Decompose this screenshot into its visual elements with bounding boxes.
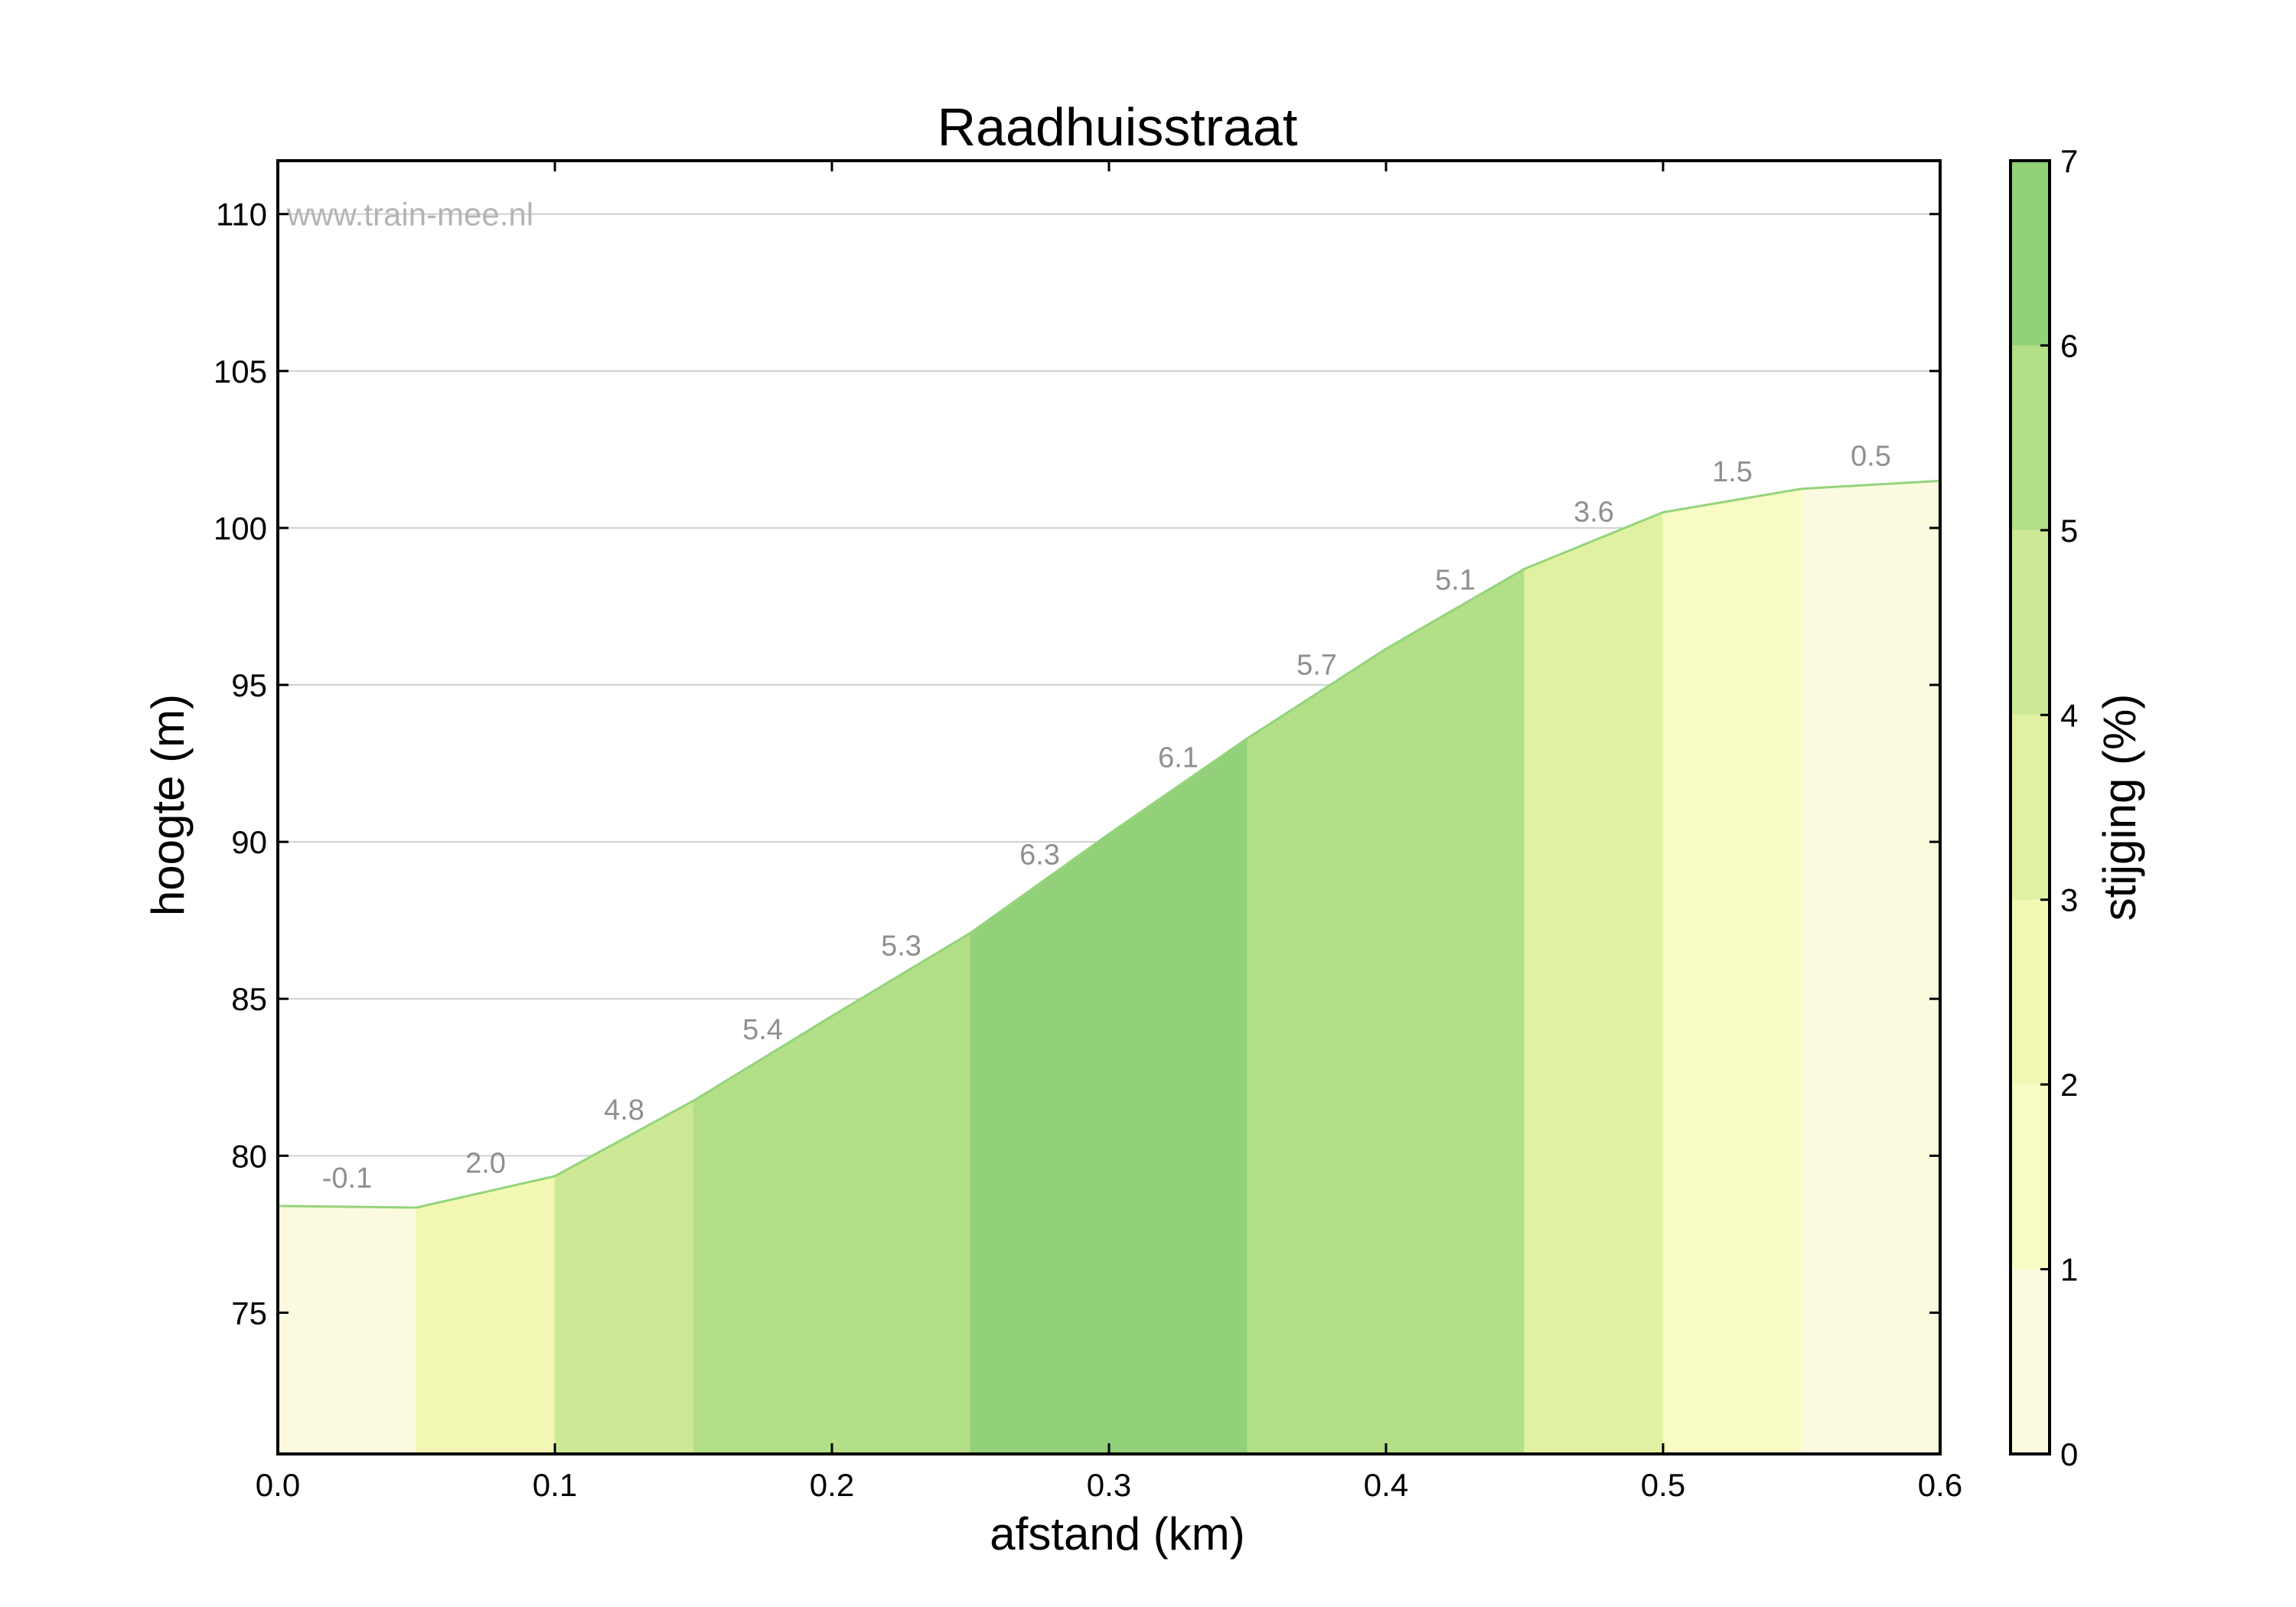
y-tick-label: 85 bbox=[231, 981, 267, 1017]
chart-title: Raadhuisstraat bbox=[938, 97, 1298, 157]
grade-label: 5.4 bbox=[742, 1014, 783, 1046]
y-tick-label: 80 bbox=[231, 1138, 267, 1174]
segment-fill bbox=[277, 1205, 417, 1455]
colorbar-tick-label: 0 bbox=[2060, 1436, 2078, 1472]
colorbar-tick-label: 7 bbox=[2060, 143, 2078, 179]
colorbar-band bbox=[2011, 345, 2050, 530]
grade-label: 0.5 bbox=[1851, 441, 1891, 473]
colorbar-tick-label: 5 bbox=[2060, 513, 2078, 549]
segment-fill bbox=[416, 1175, 556, 1455]
x-axis-title: afstand (km) bbox=[990, 1508, 1244, 1560]
x-tick-label: 0.4 bbox=[1364, 1467, 1408, 1503]
y-tick-label: 110 bbox=[216, 197, 267, 233]
plot-area: -0.1 2.0 4.8 5.4 5.3 6.3 6.1 5.7 5.1 3.6 1.5 0.5 www… bbox=[214, 159, 1962, 1503]
segment-fill bbox=[1247, 647, 1387, 1455]
grade-label: -0.1 bbox=[322, 1162, 372, 1195]
watermark-text: www.train-mee.nl bbox=[286, 197, 533, 233]
x-tick-label: 0.5 bbox=[1641, 1467, 1685, 1503]
segment-fill bbox=[1662, 488, 1802, 1455]
colorbar-band bbox=[2011, 1269, 2050, 1454]
colorbar-band bbox=[2011, 161, 2050, 346]
grade-label: 5.3 bbox=[881, 930, 921, 962]
colorbar-band bbox=[2011, 530, 2050, 715]
elevation-line bbox=[277, 479, 1941, 1209]
colorbar-tick-label: 6 bbox=[2060, 328, 2078, 363]
grade-label: 6.3 bbox=[1019, 839, 1060, 871]
y-axis-title: hoogte (m) bbox=[142, 694, 194, 916]
y-tick-label: 105 bbox=[214, 354, 267, 390]
y-tick-label: 100 bbox=[214, 510, 267, 546]
grade-label: 2.0 bbox=[465, 1147, 506, 1179]
colorbar-title: stijging (%) bbox=[2094, 694, 2145, 921]
colorbar-tick-label: 3 bbox=[2060, 882, 2078, 918]
x-tick-label: 0.6 bbox=[1918, 1467, 1962, 1503]
grade-label: 5.1 bbox=[1435, 565, 1476, 597]
segment-fill bbox=[831, 932, 971, 1455]
y-tick-label: 75 bbox=[231, 1295, 267, 1331]
grade-label: 5.7 bbox=[1296, 649, 1337, 681]
grade-label: 6.1 bbox=[1158, 742, 1199, 774]
colorbar-band bbox=[2011, 1084, 2050, 1270]
segment-fill bbox=[1524, 511, 1664, 1455]
x-tick-label: 0.2 bbox=[810, 1467, 854, 1503]
grade-label: 4.8 bbox=[604, 1094, 644, 1126]
segment-fill bbox=[970, 833, 1110, 1455]
grade-label: 3.6 bbox=[1574, 496, 1614, 528]
colorbar-band bbox=[2011, 715, 2050, 900]
grade-label: 1.5 bbox=[1712, 456, 1753, 488]
segment-fill bbox=[1801, 480, 1941, 1455]
colorbar-tick-label: 2 bbox=[2060, 1067, 2078, 1103]
x-tick-label: 0.1 bbox=[533, 1467, 577, 1503]
segment-fill bbox=[1385, 568, 1525, 1455]
colorbar-tick-label: 4 bbox=[2060, 697, 2078, 733]
x-tick-label: 0.0 bbox=[256, 1467, 300, 1503]
segment-fill bbox=[1108, 737, 1248, 1455]
y-tick-label: 90 bbox=[231, 824, 267, 860]
x-tick-label: 0.3 bbox=[1087, 1467, 1131, 1503]
colorbar-band bbox=[2011, 899, 2050, 1085]
colorbar-tick-label: 1 bbox=[2060, 1252, 2078, 1288]
colorbar-frame bbox=[2009, 159, 2051, 1455]
y-tick-label: 95 bbox=[231, 667, 267, 703]
colorbar: 0 1 2 3 4 5 6 7 bbox=[2009, 143, 2078, 1472]
